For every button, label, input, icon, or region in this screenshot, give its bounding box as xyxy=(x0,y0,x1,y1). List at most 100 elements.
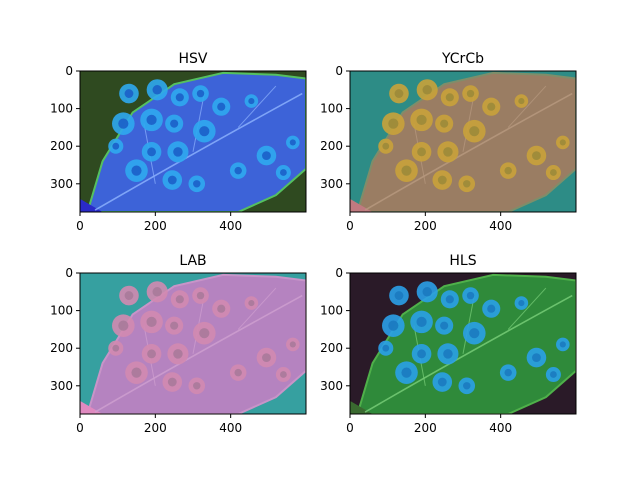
leaf-spot-core xyxy=(466,291,475,300)
leaf-spot-core xyxy=(382,142,390,150)
x-tick-label: 0 xyxy=(76,219,84,233)
leaf-spot-core xyxy=(280,169,287,176)
leaf-spot-core xyxy=(550,371,557,378)
leaf-spot-core xyxy=(234,166,242,175)
leaf-spot-core xyxy=(443,349,453,359)
leaf-spot-core xyxy=(416,316,427,327)
leaf-spot-core xyxy=(445,295,454,304)
leaf-spot-core xyxy=(167,175,177,185)
y-tick-label: 0 xyxy=(65,64,73,78)
leaf-spot-core xyxy=(401,165,412,176)
leaf-spot-core xyxy=(118,320,129,331)
leaf-spot-core xyxy=(518,98,525,105)
subplot-hls: HLS 0 200 400 0 100 200 300 xyxy=(320,253,577,435)
leaf-spot-core xyxy=(112,344,120,352)
subplot-lab: LAB 0 200 400 0 100 200 300 xyxy=(50,253,307,435)
leaf-spot-core xyxy=(504,166,512,175)
leaf-spot-core xyxy=(167,377,177,387)
leaf-spot-core xyxy=(466,89,475,98)
leaf-spot-core xyxy=(532,353,541,363)
leaf-spot-core xyxy=(199,126,210,137)
leaf-spot-core xyxy=(112,142,120,150)
leaf-spot-core xyxy=(382,344,390,352)
leaf-spot-core xyxy=(262,151,271,161)
y-tick-label: 300 xyxy=(50,177,73,191)
y-tick-label: 300 xyxy=(320,379,343,393)
leaf-spot-core xyxy=(173,349,183,359)
leaf-spot-core xyxy=(422,287,432,297)
leaf-spot-core xyxy=(193,382,201,390)
x-tick-label: 200 xyxy=(414,219,437,233)
x-tick-label: 400 xyxy=(489,219,512,233)
leaf-spot-core xyxy=(463,382,471,390)
y-tick-label: 100 xyxy=(50,102,73,116)
axes-frame xyxy=(349,70,577,213)
leaf-spot-core xyxy=(199,328,210,339)
y-tick-label: 300 xyxy=(320,177,343,191)
leaf-spot-core xyxy=(559,341,566,348)
leaf-vein xyxy=(507,287,547,330)
y-tick-label: 100 xyxy=(320,102,343,116)
leaf-spot-core xyxy=(196,89,205,98)
leaf-spot-core xyxy=(173,147,183,157)
leaf-spot-core xyxy=(147,349,156,359)
leaf-spot-core xyxy=(248,98,255,105)
leaf-vein xyxy=(237,85,277,128)
x-tick-label: 200 xyxy=(144,219,167,233)
leaf-vein xyxy=(364,294,573,413)
leaf-spot-core xyxy=(440,119,449,128)
leaf-spot-core xyxy=(388,320,399,331)
subplot-hsv: HSV 0 200 400 0 100 200 300 xyxy=(50,51,307,233)
leaf-spot-core xyxy=(440,321,449,330)
leaf-spot-core xyxy=(401,367,412,378)
x-tick-label: 200 xyxy=(144,421,167,435)
image-corner xyxy=(80,198,103,212)
image-hls xyxy=(350,273,576,414)
leaf-spot-core xyxy=(234,368,242,377)
leaf-spot-core xyxy=(443,147,453,157)
y-tick-label: 0 xyxy=(335,64,343,78)
leaf-spot-core xyxy=(175,295,184,304)
leaf-spot-core xyxy=(394,89,404,98)
leaf-vein xyxy=(364,92,573,211)
leaf-spot-core xyxy=(487,102,496,111)
leaf-spot-core xyxy=(504,368,512,377)
axes-frame xyxy=(79,70,307,213)
leaf-vein xyxy=(237,287,277,330)
leaf-vein xyxy=(507,85,547,128)
image-corner xyxy=(350,400,373,414)
leaf-vein xyxy=(94,92,303,211)
leaf-vein xyxy=(94,294,303,413)
leaf-spot-core xyxy=(463,180,471,188)
y-tick-label: 0 xyxy=(65,266,73,280)
leaf-spot-core xyxy=(280,371,287,378)
leaf-spot-core xyxy=(417,147,426,157)
leaf-spot-core xyxy=(289,341,296,348)
leaf-spot-core xyxy=(196,291,205,300)
leaf-spot-core xyxy=(445,93,454,102)
leaf-spot-core xyxy=(124,291,134,300)
image-corner xyxy=(350,198,373,212)
subplot-ycrcb: YCrCb 0 200 400 0 100 200 300 xyxy=(320,51,577,233)
subplot-title: LAB xyxy=(179,253,206,269)
leaf-spot-core xyxy=(146,114,157,125)
axes-frame xyxy=(79,272,307,415)
leaf-spot-core xyxy=(193,180,201,188)
leaf-spot-core xyxy=(487,304,496,313)
image-ycrcb xyxy=(350,71,576,212)
y-tick-label: 100 xyxy=(50,304,73,318)
leaf-spot-core xyxy=(152,287,162,297)
x-tick-label: 0 xyxy=(346,219,354,233)
subplot-title: YCrCb xyxy=(441,51,484,67)
leaf-spot-core xyxy=(124,89,134,98)
leaf-spot-core xyxy=(217,304,226,313)
leaf-spot-core xyxy=(217,102,226,111)
leaf-spot-core xyxy=(289,139,296,146)
y-tick-label: 200 xyxy=(50,139,73,153)
leaf-spot-core xyxy=(388,118,399,129)
leaf-spot-core xyxy=(394,291,404,300)
y-tick-label: 0 xyxy=(335,266,343,280)
leaf-spot-core xyxy=(152,85,162,95)
axes-frame xyxy=(349,272,577,415)
